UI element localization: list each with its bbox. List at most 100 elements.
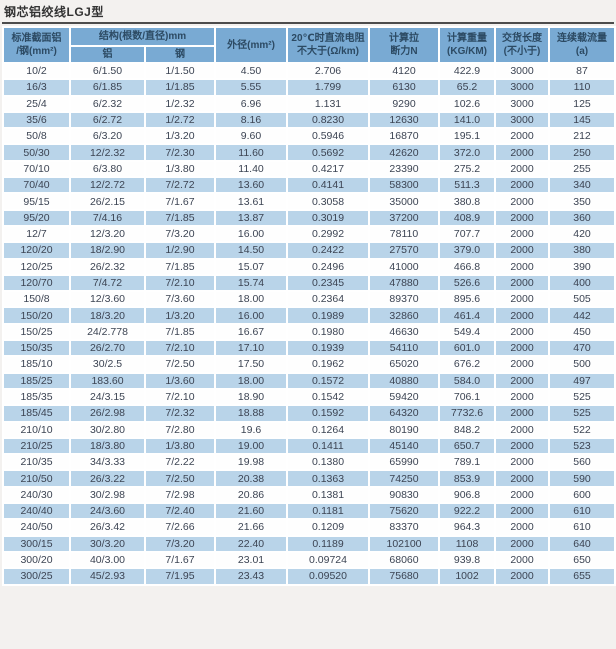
table-cell: 450	[548, 322, 616, 342]
table-cell: 379.0	[438, 241, 497, 260]
table-cell: 23.01	[214, 550, 289, 570]
table-cell: 11.40	[214, 159, 289, 179]
table-cell: 2000	[494, 257, 551, 276]
table-cell: 2000	[494, 420, 551, 439]
table-cell: 525	[548, 404, 616, 423]
table-cell: 37200	[368, 208, 441, 227]
table-cell: 789.1	[438, 453, 497, 472]
table-cell: 590	[548, 469, 616, 488]
table-cell: 13.87	[214, 208, 289, 227]
table-cell: 7/2.98	[143, 485, 217, 505]
table-row: 120/25 26/2.32 7/1.85 15.07 0.2496 41000 466.8…	[2, 257, 616, 276]
table-cell: 1/3.20	[143, 127, 217, 146]
header-outer-diameter: 外径(mm²)	[214, 26, 289, 64]
table-cell: 408.9	[438, 208, 497, 227]
table-cell: 1/3.60	[143, 371, 217, 390]
table-cell: 0.1411	[286, 436, 371, 456]
table-cell: 23.43	[214, 567, 289, 586]
table-cell: 16.00	[214, 224, 289, 244]
table-cell: 7/2.50	[143, 469, 217, 488]
table-cell: 848.2	[438, 420, 497, 439]
table-cell: 0.3058	[286, 192, 371, 211]
table-cell: 511.3	[438, 176, 497, 195]
table-row: 35/6 6/2.72 1/2.72 8.16 0.8230 12630 141.0 3000…	[2, 110, 616, 130]
table-cell: 4120	[368, 61, 441, 81]
table-cell: 7/1.67	[143, 192, 217, 211]
table-cell: 7/2.80	[143, 420, 217, 439]
table-cell: 1/2.72	[143, 110, 217, 130]
table-cell: 120/25	[2, 257, 71, 276]
table-cell: 21.60	[214, 501, 289, 521]
table-cell: 0.1380	[286, 453, 371, 472]
table-cell: 17.10	[214, 339, 289, 358]
table-row: 10/2 6/1.50 1/1.50 4.50 2.706 4120 422.9 3000 87	[2, 61, 616, 81]
table-cell: 0.1181	[286, 501, 371, 521]
table-cell: 12/3.60	[69, 290, 146, 309]
table-cell: 0.3019	[286, 208, 371, 227]
table-cell: 0.1980	[286, 322, 371, 342]
table-cell: 2000	[494, 567, 551, 586]
table-cell: 2000	[494, 127, 551, 146]
header-structure-aluminum: 铝	[69, 45, 146, 64]
table-cell: 11.60	[214, 143, 289, 162]
table-row: 50/30 12/2.32 7/2.30 11.60 0.5692 42620 372.0 2…	[2, 143, 616, 162]
table-cell: 275.2	[438, 159, 497, 179]
table-cell: 0.09724	[286, 550, 371, 570]
table-cell: 0.1542	[286, 387, 371, 407]
table-cell: 32860	[368, 306, 441, 325]
table-cell: 40/3.00	[69, 550, 146, 570]
table-cell: 0.5946	[286, 127, 371, 146]
table-row: 150/20 18/3.20 1/3.20 16.00 0.1989 32860 461.4…	[2, 306, 616, 325]
table-cell: 30/2.98	[69, 485, 146, 505]
table-cell: 70/40	[2, 176, 71, 195]
table-cell: 0.8230	[286, 110, 371, 130]
table-cell: 83370	[368, 518, 441, 537]
table-cell: 0.1592	[286, 404, 371, 423]
table-cell: 65.2	[438, 78, 497, 97]
table-cell: 2000	[494, 192, 551, 211]
table-cell: 3000	[494, 78, 551, 97]
table-cell: 584.0	[438, 371, 497, 390]
table-cell: 2000	[494, 485, 551, 505]
table-cell: 1/2.32	[143, 94, 217, 113]
table-cell: 1/3.80	[143, 159, 217, 179]
table-cell: 0.1363	[286, 469, 371, 488]
header-structure-group: 结构(根数/直径)mm	[68, 26, 217, 47]
table-cell: 54110	[368, 339, 441, 358]
table-cell: 300/15	[2, 534, 71, 553]
table-cell: 7/3.60	[143, 290, 217, 309]
table-cell: 50/8	[2, 127, 71, 146]
table-cell: 30/2.80	[69, 420, 146, 439]
header-weight: 计算重量 (KG/KM)	[438, 26, 497, 64]
table-cell: 21.66	[214, 518, 289, 537]
table-cell: 0.2345	[286, 273, 371, 293]
table-cell: 150/25	[2, 322, 71, 342]
table-cell: 46630	[368, 322, 441, 342]
table-cell: 250	[548, 143, 616, 162]
table-cell: 212	[548, 127, 616, 146]
table-cell: 1.799	[286, 78, 371, 97]
table-cell: 0.4217	[286, 159, 371, 179]
table-cell: 20.86	[214, 485, 289, 505]
table-cell: 0.1381	[286, 485, 371, 505]
table-row: 210/25 18/3.80 1/3.80 19.00 0.1411 45140 650.7…	[2, 436, 616, 456]
table-cell: 19.6	[214, 420, 289, 439]
table-cell: 461.4	[438, 306, 497, 325]
table-row: 70/10 6/3.80 1/3.80 11.40 0.4217 23390 275.2 20…	[2, 159, 616, 179]
table-cell: 89370	[368, 290, 441, 309]
table-cell: 601.0	[438, 339, 497, 358]
table-cell: 390	[548, 257, 616, 276]
table-cell: 22.40	[214, 534, 289, 553]
table-cell: 2.706	[286, 61, 371, 81]
table-cell: 125	[548, 94, 616, 113]
table-cell: 255	[548, 159, 616, 179]
table-cell: 2000	[494, 143, 551, 162]
table-row: 150/8 12/3.60 7/3.60 18.00 0.2364 89370 895.6 2…	[2, 290, 616, 309]
table-cell: 6130	[368, 78, 441, 97]
table-cell: 45/2.93	[69, 567, 146, 586]
table-cell: 12630	[368, 110, 441, 130]
table-cell: 95/15	[2, 192, 71, 211]
table-cell: 20.38	[214, 469, 289, 488]
table-cell: 25/4	[2, 94, 71, 113]
table-cell: 18.00	[214, 290, 289, 309]
